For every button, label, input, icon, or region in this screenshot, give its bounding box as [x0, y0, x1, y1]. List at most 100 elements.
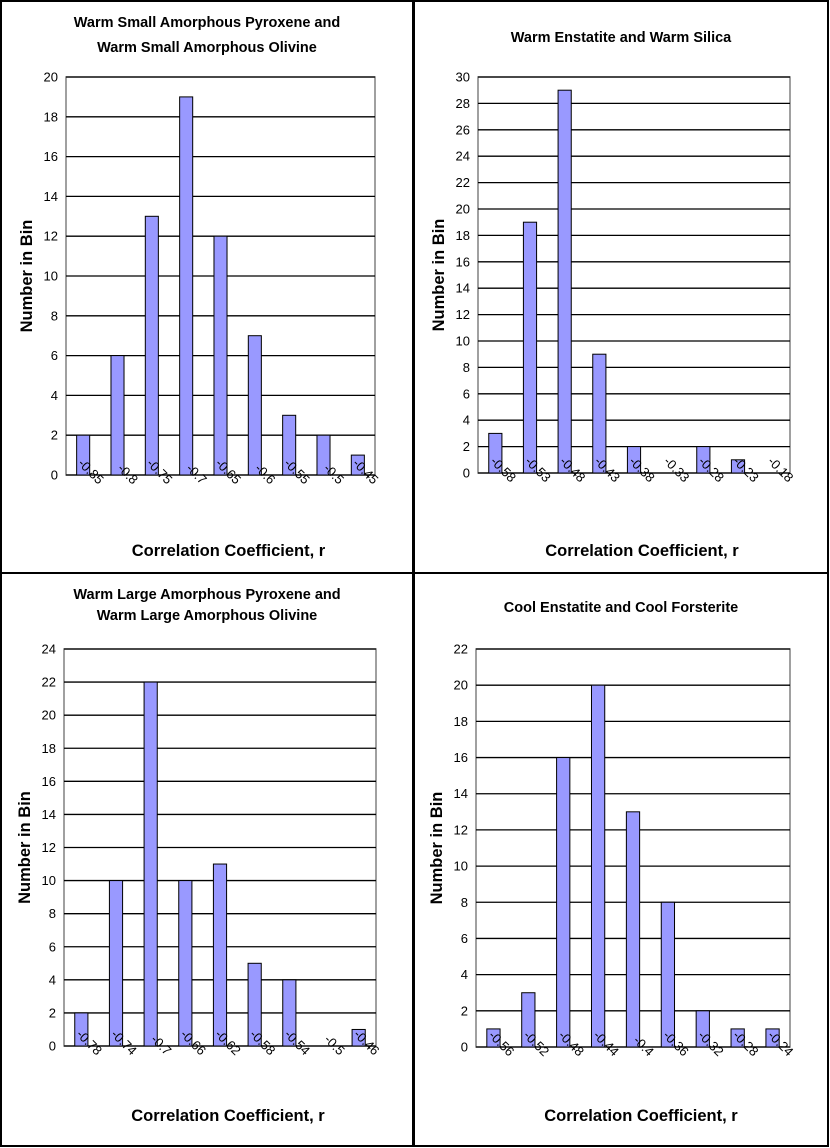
bar--0.45: [350, 454, 365, 476]
bar--0.58: [247, 962, 262, 1047]
chart-title: Warm Enstatite and Warm Silica: [511, 30, 732, 46]
y-tick-label: 18: [456, 228, 470, 243]
bar--0.75: [144, 215, 159, 476]
y-tick-label: 10: [44, 269, 58, 284]
bar--0.53: [522, 221, 538, 474]
y-tick-label: 4: [51, 388, 58, 403]
y-tick-label: 20: [454, 678, 468, 693]
y-tick-label: 12: [44, 229, 58, 244]
x-axis-label: Correlation Coefficient, r: [132, 542, 326, 560]
bar--0.28: [696, 446, 711, 474]
y-tick-label: 14: [42, 807, 56, 822]
bar--0.54: [282, 979, 297, 1047]
y-tick-label: 4: [463, 413, 470, 428]
y-axis-label: Number in Bin: [430, 219, 448, 332]
bar--0.46: [351, 1028, 366, 1047]
y-tick-label: 2: [51, 428, 58, 443]
y-axis-label: Number in Bin: [18, 220, 36, 333]
bar--0.48: [557, 89, 572, 474]
y-tick-label: 4: [461, 967, 468, 982]
y-tick-label: 2: [461, 1003, 468, 1018]
bar--0.85: [76, 434, 91, 476]
y-tick-label: 14: [44, 189, 58, 204]
y-tick-label: 10: [42, 873, 56, 888]
bar--0.28: [730, 1028, 745, 1048]
x-axis-label: Correlation Coefficient, r: [544, 1107, 738, 1125]
y-tick-label: 4: [49, 972, 56, 987]
bar--0.24: [765, 1028, 780, 1048]
y-tick-label: 12: [454, 822, 468, 837]
y-tick-label: 18: [454, 714, 468, 729]
y-tick-label: 8: [463, 360, 470, 375]
bar--0.55: [282, 414, 297, 476]
bar--0.43: [592, 353, 607, 474]
y-tick-label: 6: [461, 931, 468, 946]
chart-title: Warm Large Amorphous Olivine: [97, 608, 318, 624]
bar--0.4: [625, 811, 641, 1048]
y-tick-label: 14: [456, 281, 470, 296]
y-tick-label: 20: [456, 202, 470, 217]
bar--0.5: [316, 434, 331, 476]
y-tick-label: 20: [44, 70, 58, 85]
y-tick-label: 22: [454, 642, 468, 657]
y-tick-label: 22: [456, 175, 470, 190]
bar--0.36: [660, 901, 676, 1048]
bar--0.66: [178, 880, 193, 1047]
bar--0.23: [730, 459, 746, 474]
y-axis-label: Number in Bin: [428, 792, 446, 905]
y-tick-label: 20: [42, 708, 56, 723]
y-tick-label: 2: [49, 1005, 56, 1020]
y-tick-label: 14: [454, 786, 468, 801]
bar--0.38: [626, 446, 642, 474]
y-tick-label: 10: [454, 859, 468, 874]
bar--0.7: [143, 681, 158, 1047]
bar--0.78: [74, 1012, 89, 1047]
y-tick-label: 0: [49, 1039, 56, 1054]
bar--0.7: [179, 96, 194, 476]
x-axis-label: Correlation Coefficient, r: [131, 1107, 325, 1125]
y-tick-label: 18: [42, 741, 56, 756]
x-axis-label: Correlation Coefficient, r: [545, 542, 739, 560]
y-tick-label: 6: [51, 348, 58, 363]
bar--0.6: [247, 335, 262, 476]
bar--0.58: [488, 432, 503, 474]
y-tick-label: 2: [463, 439, 470, 454]
bar--0.65: [213, 235, 228, 476]
bar--0.44: [590, 684, 606, 1048]
chart-title: Warm Small Amorphous Olivine: [97, 40, 317, 56]
bar--0.32: [695, 1010, 710, 1048]
y-tick-label: 16: [44, 149, 58, 164]
panel-border: [413, 572, 829, 1147]
y-tick-label: 22: [42, 675, 56, 690]
bar--0.62: [212, 863, 228, 1047]
y-axis-label: Number in Bin: [16, 791, 34, 904]
y-tick-label: 16: [454, 750, 468, 765]
y-tick-label: 0: [463, 466, 470, 481]
y-tick-label: 8: [49, 906, 56, 921]
bar--0.74: [108, 880, 124, 1047]
y-tick-label: 26: [456, 122, 470, 137]
chart-title: Warm Small Amorphous Pyroxene and: [74, 15, 340, 31]
chart-title: Cool Enstatite and Cool Forsterite: [504, 600, 738, 616]
bar--0.52: [521, 992, 536, 1048]
chart-title: Warm Large Amorphous Pyroxene and: [73, 587, 340, 603]
y-tick-label: 0: [51, 468, 58, 483]
y-tick-label: 0: [461, 1040, 468, 1055]
bar--0.56: [486, 1028, 501, 1048]
y-tick-label: 16: [456, 254, 470, 269]
y-tick-label: 24: [456, 149, 470, 164]
y-tick-label: 8: [461, 895, 468, 910]
y-tick-label: 10: [456, 334, 470, 349]
y-tick-label: 6: [49, 939, 56, 954]
y-tick-label: 30: [456, 70, 470, 85]
bar--0.48: [556, 757, 571, 1048]
y-tick-label: 18: [44, 109, 58, 124]
y-tick-label: 24: [42, 642, 56, 657]
y-tick-label: 12: [42, 840, 56, 855]
y-tick-label: 12: [456, 307, 470, 322]
